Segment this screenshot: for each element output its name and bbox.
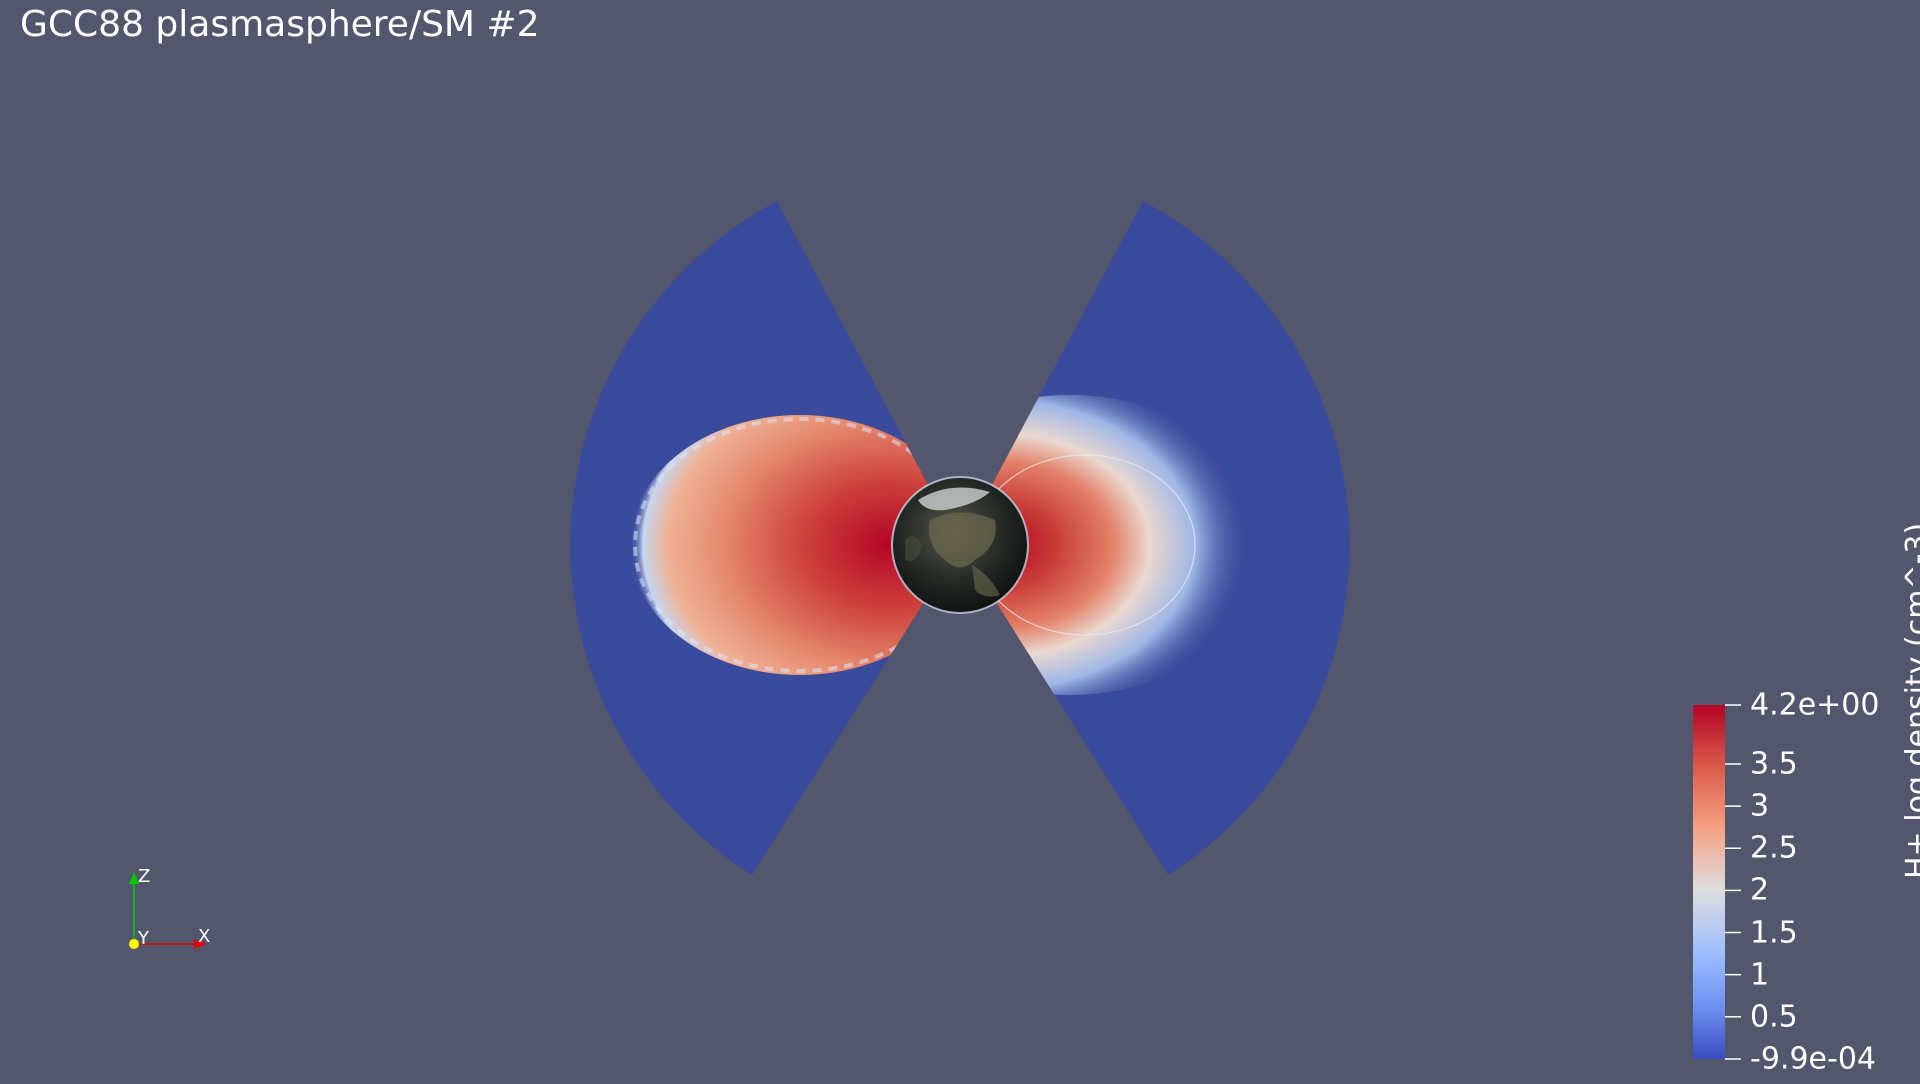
view-title: GCC88 plasmasphere/SM #2 <box>20 4 540 45</box>
colorbar-ticks <box>1725 704 1741 1060</box>
y-axis-label: Y <box>138 928 149 949</box>
colorbar-tick-label: 3 <box>1750 788 1770 824</box>
colorbar-tick-label: 4.2e+00 <box>1750 687 1880 723</box>
axes-triad-icon <box>129 872 207 949</box>
colorbar-tick-label: -9.9e-04 <box>1750 1041 1876 1077</box>
colorbar-tick-label: 3.5 <box>1750 746 1798 782</box>
colorbar-tick-label: 0.5 <box>1750 999 1798 1035</box>
colorbar-tick-label: 1 <box>1750 957 1770 993</box>
left-plasmasphere-lobe <box>630 415 960 675</box>
colorbar-tick-label: 2.5 <box>1750 830 1798 866</box>
colorbar-gradient <box>1693 705 1725 1059</box>
x-axis-label: X <box>198 926 211 947</box>
colorbar-tick-label: 2 <box>1750 872 1770 908</box>
z-axis-label: Z <box>138 866 151 887</box>
colorbar-tick-label: 1.5 <box>1750 915 1798 951</box>
colorbar-title: H+ log density (cm^-3) <box>1900 522 1920 879</box>
earth-globe-icon[interactable] <box>891 476 1029 614</box>
